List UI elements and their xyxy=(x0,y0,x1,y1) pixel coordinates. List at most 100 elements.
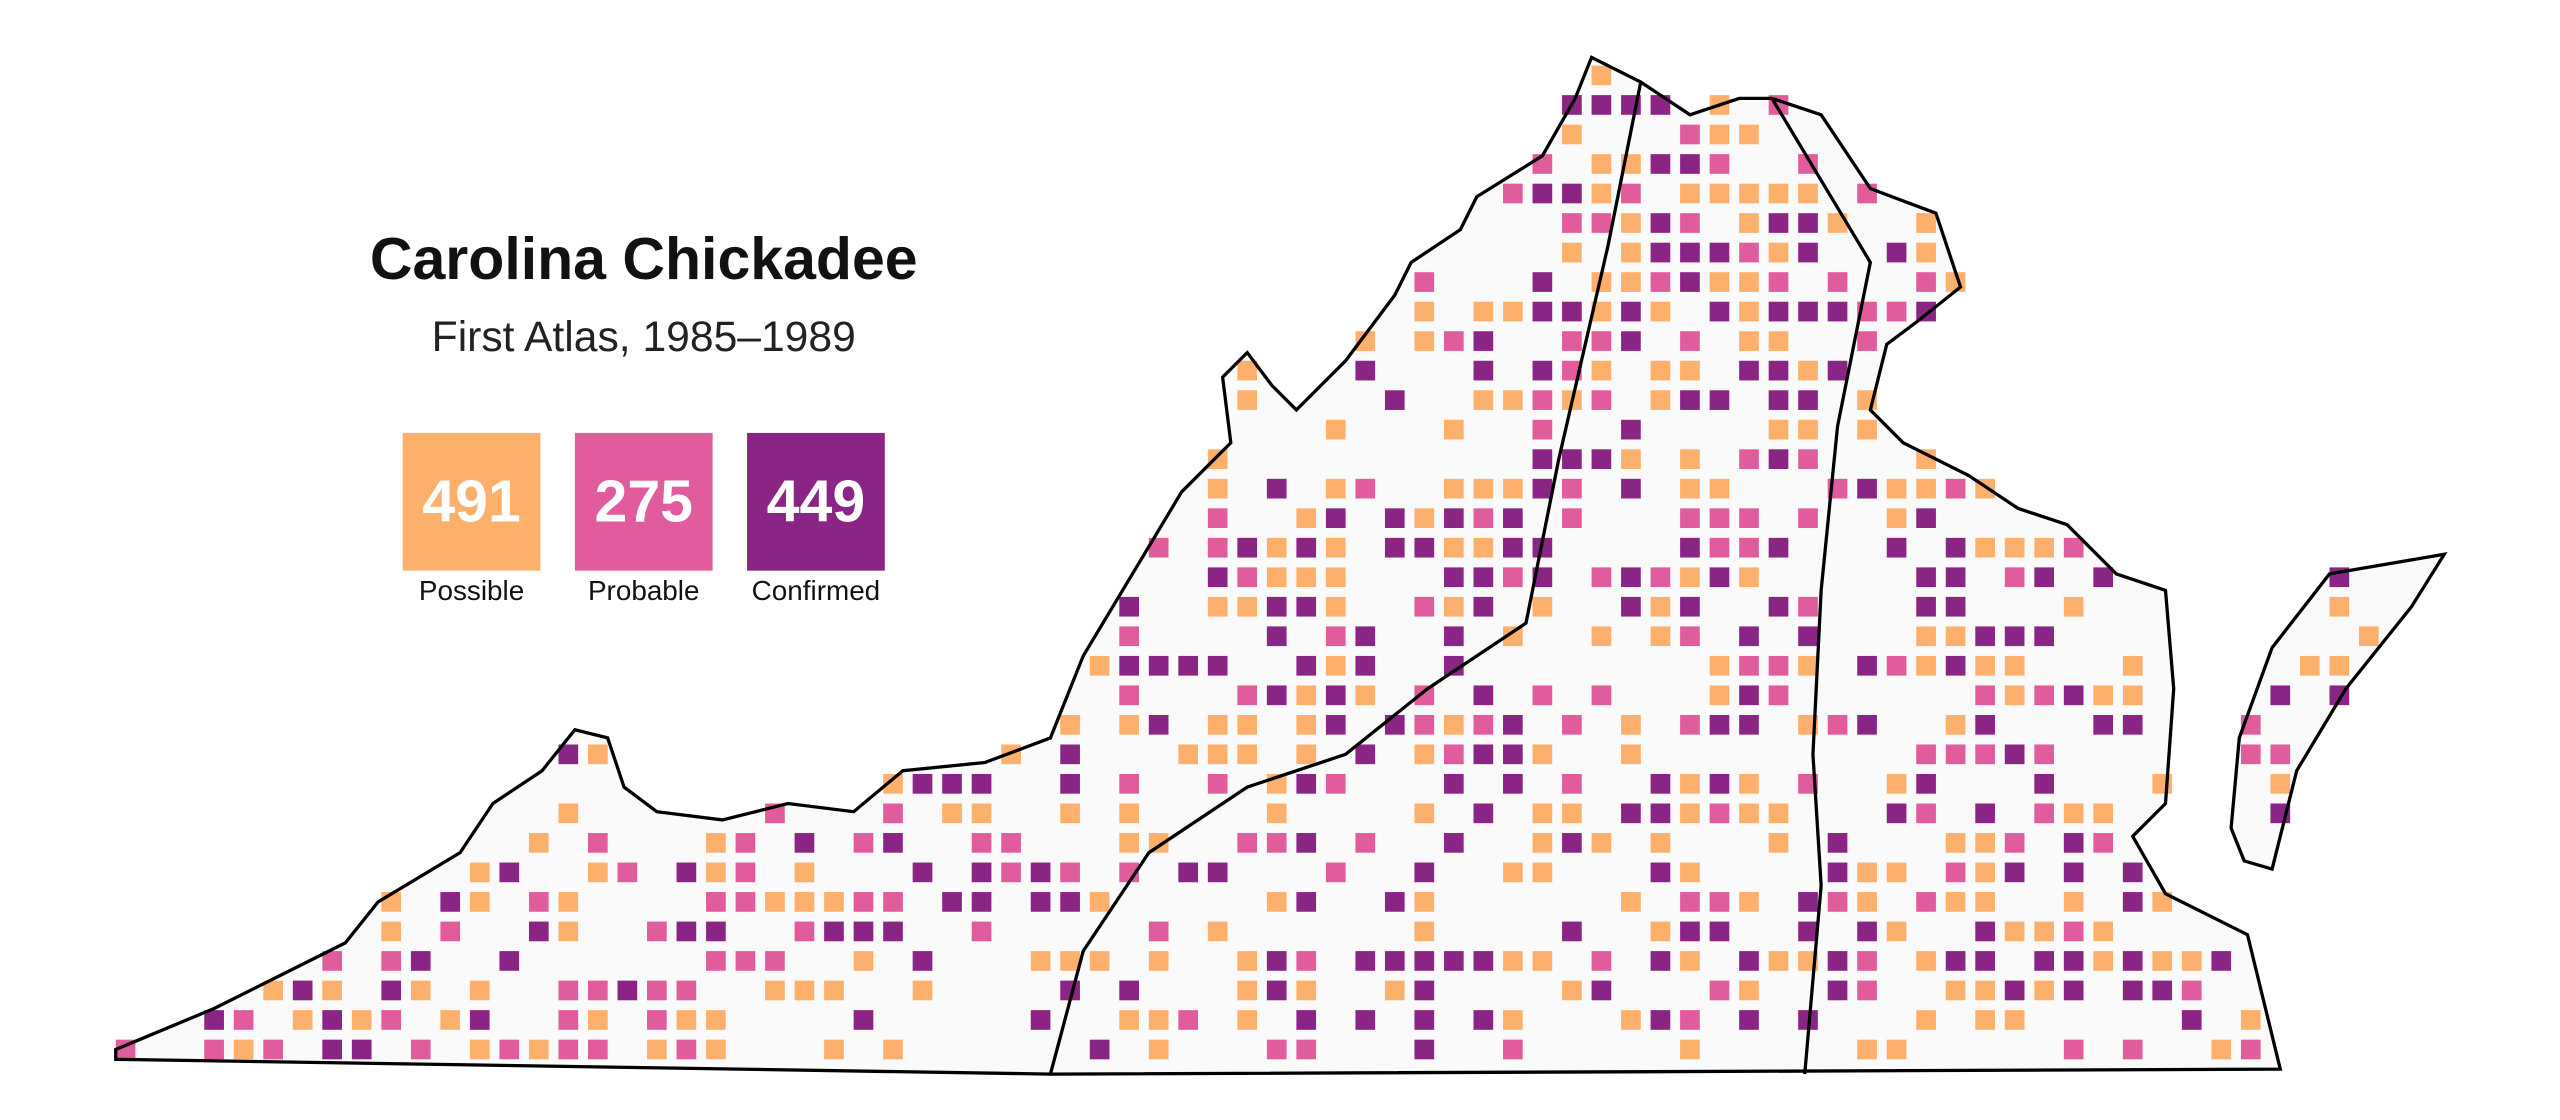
atlas-block xyxy=(1237,951,1258,971)
legend-label: Probable xyxy=(588,575,700,606)
atlas-block xyxy=(1650,921,1671,942)
atlas-block xyxy=(706,1010,726,1030)
atlas-block xyxy=(1355,951,1376,971)
atlas-block xyxy=(1296,1010,1317,1030)
atlas-block xyxy=(1207,478,1228,499)
atlas-block xyxy=(2299,655,2320,676)
atlas-block xyxy=(1768,183,1789,204)
atlas-block xyxy=(1355,833,1376,853)
atlas-block xyxy=(1798,242,1818,263)
atlas-block xyxy=(2122,1039,2143,1060)
atlas-block xyxy=(1916,892,1936,912)
atlas-block xyxy=(1916,655,1936,676)
atlas-block xyxy=(1296,744,1317,765)
atlas-block xyxy=(1827,833,1848,853)
atlas-block xyxy=(1060,714,1080,735)
atlas-block xyxy=(1473,951,1494,971)
atlas-block xyxy=(1178,744,1199,765)
atlas-block xyxy=(1827,892,1848,912)
atlas-block xyxy=(1916,626,1936,647)
atlas-block xyxy=(1532,833,1553,853)
atlas-block xyxy=(1945,714,1966,735)
atlas-block xyxy=(1266,567,1287,588)
atlas-block xyxy=(2034,685,2054,706)
atlas-block xyxy=(676,921,697,942)
atlas-block xyxy=(1296,773,1317,794)
atlas-block xyxy=(1739,1010,1759,1030)
atlas-block xyxy=(587,744,608,765)
atlas-block xyxy=(1266,951,1287,971)
atlas-block xyxy=(2004,833,2025,853)
atlas-block xyxy=(1739,980,1759,1001)
atlas-blocks xyxy=(115,65,2379,1060)
atlas-block xyxy=(1119,773,1139,794)
atlas-block xyxy=(587,1010,608,1030)
atlas-block xyxy=(2063,921,2084,942)
atlas-block xyxy=(1591,65,1612,86)
atlas-block xyxy=(1975,951,1995,971)
atlas-block xyxy=(1591,213,1612,233)
atlas-block xyxy=(1414,892,1435,912)
atlas-block xyxy=(912,862,933,883)
atlas-block xyxy=(1650,272,1671,292)
atlas-block xyxy=(263,1039,283,1060)
atlas-block xyxy=(1562,242,1582,263)
atlas-block xyxy=(2063,596,2084,617)
atlas-block xyxy=(1503,183,1523,204)
atlas-block xyxy=(1148,1039,1169,1060)
atlas-block xyxy=(676,1039,697,1060)
atlas-block xyxy=(1532,301,1553,322)
atlas-block xyxy=(1325,773,1346,794)
atlas-block xyxy=(1680,537,1700,558)
atlas-block xyxy=(1119,833,1139,853)
atlas-block xyxy=(1857,478,1877,499)
atlas-block xyxy=(1414,301,1435,322)
atlas-block xyxy=(2004,537,2025,558)
atlas-block xyxy=(1443,951,1464,971)
atlas-block xyxy=(1355,331,1376,351)
atlas-block xyxy=(1798,449,1818,469)
atlas-block xyxy=(1739,567,1759,588)
atlas-block xyxy=(1148,951,1169,971)
atlas-block xyxy=(1591,272,1612,292)
atlas-block xyxy=(2034,626,2054,647)
atlas-block xyxy=(1473,537,1494,558)
atlas-block xyxy=(1945,951,1966,971)
atlas-block xyxy=(1325,419,1346,440)
atlas-block xyxy=(1473,478,1494,499)
atlas-block xyxy=(1296,537,1317,558)
atlas-block xyxy=(1975,892,1995,912)
atlas-block xyxy=(1443,655,1464,676)
atlas-block xyxy=(558,744,579,765)
atlas-block xyxy=(204,1010,224,1030)
atlas-block xyxy=(1857,655,1877,676)
atlas-block xyxy=(1768,242,1789,263)
atlas-block xyxy=(1680,951,1700,971)
atlas-block xyxy=(1739,537,1759,558)
atlas-block xyxy=(1207,655,1228,676)
atlas-block xyxy=(2152,773,2173,794)
atlas-block xyxy=(1975,626,1995,647)
atlas-block xyxy=(1355,744,1376,765)
atlas-block xyxy=(2122,862,2143,883)
atlas-block xyxy=(1680,508,1700,529)
atlas-block xyxy=(1886,862,1907,883)
atlas-block xyxy=(1621,213,1641,233)
atlas-block xyxy=(2152,892,2173,912)
atlas-block xyxy=(912,773,933,794)
atlas-block xyxy=(853,892,874,912)
atlas-block xyxy=(2004,980,2025,1001)
atlas-block xyxy=(794,980,815,1001)
atlas-block xyxy=(469,892,490,912)
atlas-block xyxy=(1680,567,1700,588)
atlas-block xyxy=(1266,833,1287,853)
atlas-block xyxy=(410,951,431,971)
atlas-block xyxy=(558,803,579,824)
atlas-block xyxy=(2004,1010,2025,1030)
atlas-block xyxy=(1916,242,1936,263)
atlas-block xyxy=(351,1010,372,1030)
atlas-block xyxy=(1443,419,1464,440)
atlas-block xyxy=(1237,1010,1258,1030)
atlas-block xyxy=(1443,626,1464,647)
atlas-block xyxy=(1768,833,1789,853)
